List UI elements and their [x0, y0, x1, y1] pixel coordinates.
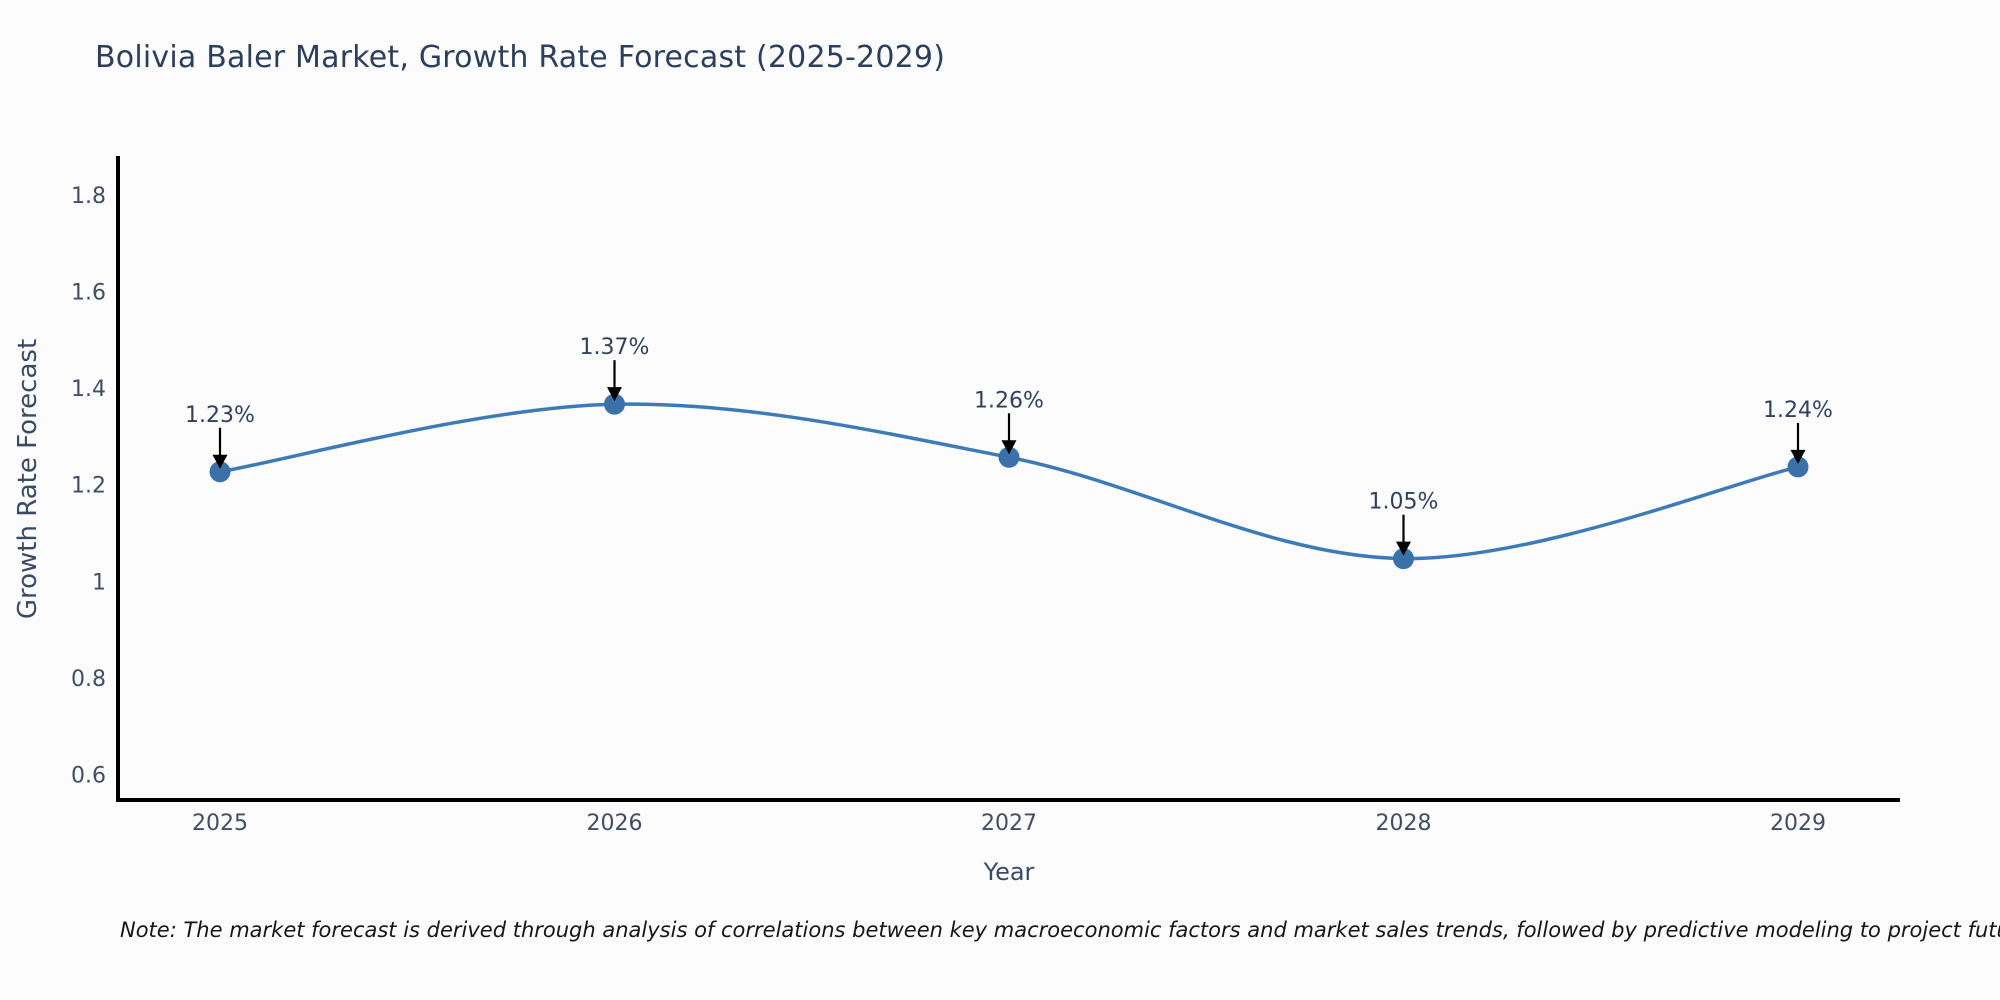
y-tick-label: 0.8	[71, 667, 106, 692]
y-tick-label: 1.2	[71, 474, 106, 499]
y-tick-label: 0.6	[71, 763, 106, 788]
annotation-label: 1.05%	[1369, 490, 1439, 515]
data-point-marker	[998, 446, 1020, 468]
y-tick-label: 1	[92, 570, 106, 595]
data-point-marker	[1393, 548, 1414, 570]
data-point-marker	[1787, 456, 1809, 478]
annotation-label: 1.23%	[185, 403, 255, 428]
annotation-arrow-head	[1396, 541, 1411, 556]
data-point-marker	[604, 393, 625, 415]
x-tick-label: 2026	[587, 811, 643, 836]
annotation-label: 1.37%	[580, 335, 650, 360]
chart-title: Bolivia Baler Market, Growth Rate Foreca…	[95, 40, 946, 75]
annotation-arrow-head	[212, 454, 228, 469]
y-tick-label: 1.6	[71, 281, 106, 306]
footnote: Note: The market forecast is derived thr…	[120, 918, 2000, 942]
annotation-label: 1.26%	[974, 388, 1044, 413]
data-point-marker	[209, 461, 231, 483]
y-tick-label: 1.8	[71, 184, 106, 209]
annotation-arrow-head	[607, 387, 622, 402]
x-tick-label: 2028	[1376, 811, 1432, 836]
x-axis-title: Year	[983, 858, 1035, 886]
annotation-arrow-head	[1001, 440, 1017, 455]
y-tick-label: 1.4	[71, 377, 106, 402]
annotation-arrow-head	[1790, 449, 1806, 464]
y-axis-title: Growth Rate Forecast	[13, 338, 43, 620]
x-tick-label: 2025	[192, 811, 248, 836]
annotation-label: 1.24%	[1763, 398, 1833, 423]
x-tick-label: 2029	[1770, 811, 1826, 836]
x-tick-label: 2027	[981, 811, 1037, 836]
